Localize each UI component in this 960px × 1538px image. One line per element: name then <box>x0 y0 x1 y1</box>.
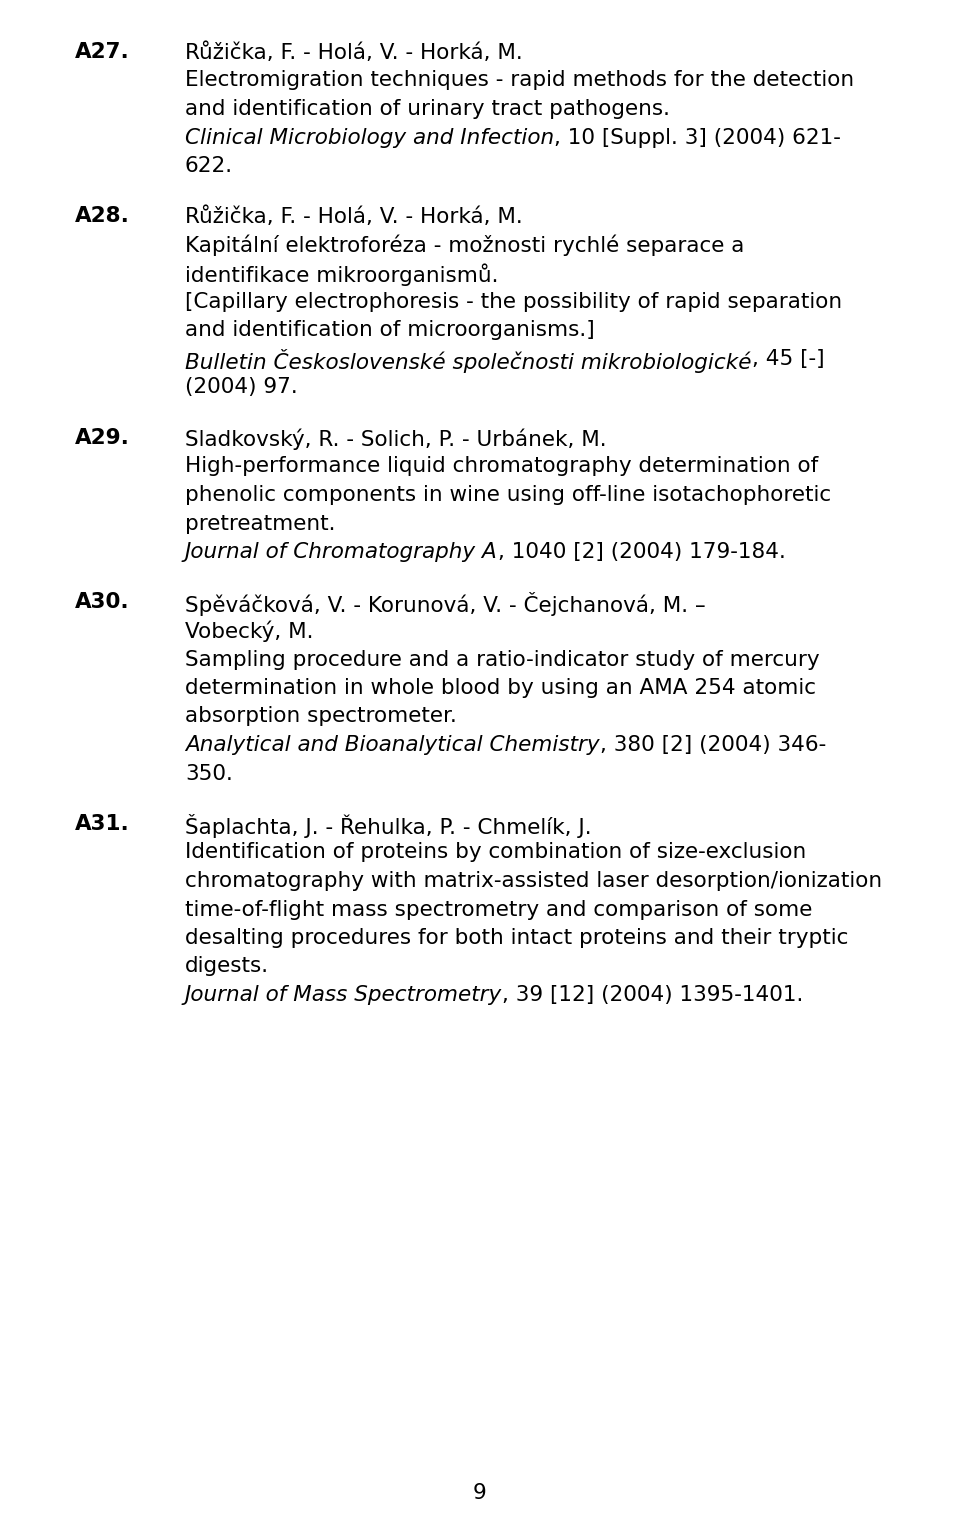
Text: Kapitální elektroforéza - možnosti rychlé separace a: Kapitální elektroforéza - možnosti rychl… <box>185 235 744 257</box>
Text: phenolic components in wine using off-line isotachophoretic: phenolic components in wine using off-li… <box>185 484 831 504</box>
Text: Analytical and Bioanalytical Chemistry: Analytical and Bioanalytical Chemistry <box>185 735 600 755</box>
Text: A27.: A27. <box>75 42 130 62</box>
Text: time-of-flight mass spectrometry and comparison of some: time-of-flight mass spectrometry and com… <box>185 900 812 920</box>
Text: 9: 9 <box>473 1483 487 1503</box>
Text: Journal of Mass Spectrometry: Journal of Mass Spectrometry <box>185 984 502 1004</box>
Text: Bulletin Československé společnosti mikrobiologické: Bulletin Československé společnosti mikr… <box>185 349 752 374</box>
Text: , 45 [-]: , 45 [-] <box>752 349 824 369</box>
Text: High-performance liquid chromatography determination of: High-performance liquid chromatography d… <box>185 457 818 477</box>
Text: A31.: A31. <box>75 814 130 834</box>
Text: , 1040 [2] (2004) 179-184.: , 1040 [2] (2004) 179-184. <box>497 541 785 561</box>
Text: determination in whole blood by using an AMA 254 atomic: determination in whole blood by using an… <box>185 678 816 698</box>
Text: Sampling procedure and a ratio-indicator study of mercury: Sampling procedure and a ratio-indicator… <box>185 649 820 669</box>
Text: Electromigration techniques - rapid methods for the detection: Electromigration techniques - rapid meth… <box>185 71 854 91</box>
Text: , 380 [2] (2004) 346-: , 380 [2] (2004) 346- <box>600 735 826 755</box>
Text: A29.: A29. <box>75 428 130 448</box>
Text: 622.: 622. <box>185 155 233 175</box>
Text: Clinical Microbiology and Infection: Clinical Microbiology and Infection <box>185 128 554 148</box>
Text: Spěváčková, V. - Korunová, V. - Čejchanová, M. –: Spěváčková, V. - Korunová, V. - Čejchano… <box>185 592 706 617</box>
Text: desalting procedures for both intact proteins and their tryptic: desalting procedures for both intact pro… <box>185 927 849 947</box>
Text: [Capillary electrophoresis - the possibility of rapid separation: [Capillary electrophoresis - the possibi… <box>185 292 842 312</box>
Text: Sladkovský, R. - Solich, P. - Urbánek, M.: Sladkovský, R. - Solich, P. - Urbánek, M… <box>185 428 607 449</box>
Text: A28.: A28. <box>75 206 130 226</box>
Text: digests.: digests. <box>185 957 269 977</box>
Text: (2004) 97.: (2004) 97. <box>185 377 298 397</box>
Text: Journal of Chromatography A: Journal of Chromatography A <box>185 541 497 561</box>
Text: pretreatment.: pretreatment. <box>185 514 335 534</box>
Text: , 39 [12] (2004) 1395-1401.: , 39 [12] (2004) 1395-1401. <box>502 984 804 1004</box>
Text: absorption spectrometer.: absorption spectrometer. <box>185 706 457 726</box>
Text: Identification of proteins by combination of size-exclusion: Identification of proteins by combinatio… <box>185 843 806 863</box>
Text: Vobecký, M.: Vobecký, M. <box>185 621 314 643</box>
Text: Růžička, F. - Holá, V. - Horká, M.: Růžička, F. - Holá, V. - Horká, M. <box>185 42 523 63</box>
Text: , 10 [Suppl. 3] (2004) 621-: , 10 [Suppl. 3] (2004) 621- <box>554 128 841 148</box>
Text: 350.: 350. <box>185 763 233 783</box>
Text: Šaplachta, J. - Řehulka, P. - Chmelík, J.: Šaplachta, J. - Řehulka, P. - Chmelík, J… <box>185 814 591 838</box>
Text: identifikace mikroorganismů.: identifikace mikroorganismů. <box>185 263 498 286</box>
Text: and identification of urinary tract pathogens.: and identification of urinary tract path… <box>185 98 670 118</box>
Text: chromatography with matrix-assisted laser desorption/ionization: chromatography with matrix-assisted lase… <box>185 871 882 891</box>
Text: Růžička, F. - Holá, V. - Horká, M.: Růžička, F. - Holá, V. - Horká, M. <box>185 206 523 228</box>
Text: A30.: A30. <box>75 592 130 612</box>
Text: and identification of microorganisms.]: and identification of microorganisms.] <box>185 320 595 340</box>
